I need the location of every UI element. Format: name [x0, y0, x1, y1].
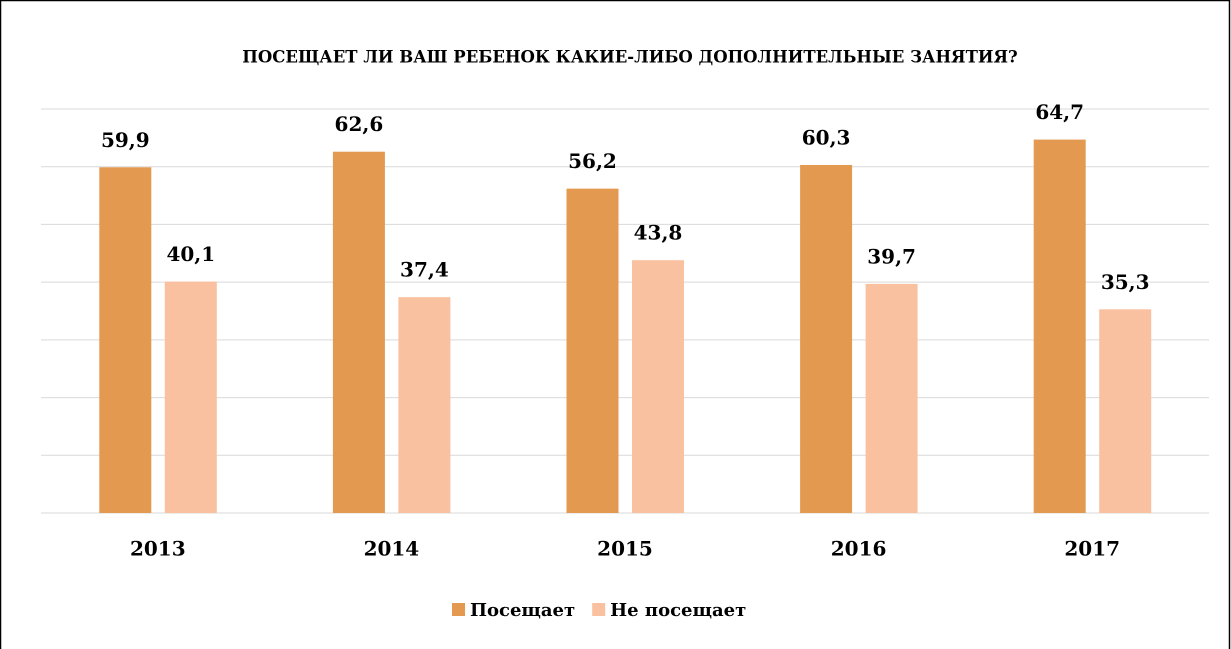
x-tick-label: 2016 [831, 537, 887, 561]
data-label: 64,7 [1035, 100, 1084, 124]
data-label: 43,8 [634, 221, 683, 245]
x-tick-label: 2014 [364, 537, 420, 561]
bar [865, 283, 918, 513]
legend-swatch [452, 603, 465, 616]
data-label: 56,2 [568, 149, 617, 173]
x-tick-label: 2013 [130, 537, 186, 561]
legend-label: Не посещает [610, 600, 746, 621]
bar [800, 164, 853, 514]
bar [99, 167, 152, 513]
bar [1099, 309, 1152, 513]
bar [566, 188, 619, 513]
data-label: 62,6 [335, 112, 384, 136]
data-label: 35,3 [1101, 270, 1150, 294]
bar [164, 281, 217, 513]
data-label: 40,1 [166, 242, 215, 266]
x-tick-label: 2015 [597, 537, 653, 561]
bar [398, 297, 451, 513]
x-tick-label: 2017 [1064, 537, 1120, 561]
data-label: 59,9 [101, 128, 150, 152]
legend-swatch [592, 603, 606, 616]
bar [332, 151, 385, 514]
data-label: 39,7 [867, 244, 916, 268]
legend-label: Посещает [470, 600, 575, 621]
bar [632, 260, 684, 513]
data-label: 37,4 [400, 258, 449, 282]
data-label: 60,3 [802, 125, 851, 149]
bar [1033, 139, 1086, 514]
chart-title: ПОСЕЩАЕТ ЛИ ВАШ РЕБЕНОК КАКИЕ-ЛИБО ДОПОЛ… [242, 48, 1017, 67]
